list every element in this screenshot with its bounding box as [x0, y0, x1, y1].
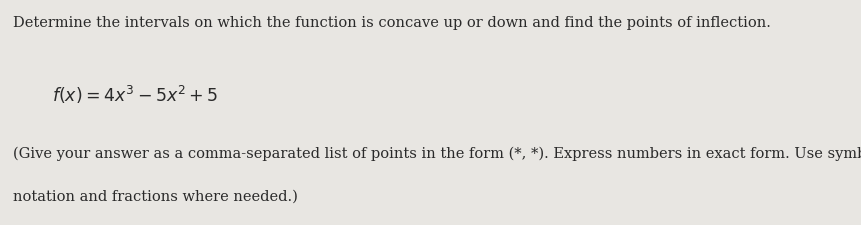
Text: $f(x) = 4x^3 - 5x^2 + 5$: $f(x) = 4x^3 - 5x^2 + 5$ — [52, 83, 218, 105]
Text: notation and fractions where needed.): notation and fractions where needed.) — [13, 189, 298, 203]
Text: (Give your answer as a comma-separated list of points in the form (*, *). Expres: (Give your answer as a comma-separated l… — [13, 146, 861, 161]
Text: Determine the intervals on which the function is concave up or down and find the: Determine the intervals on which the fun… — [13, 16, 771, 30]
